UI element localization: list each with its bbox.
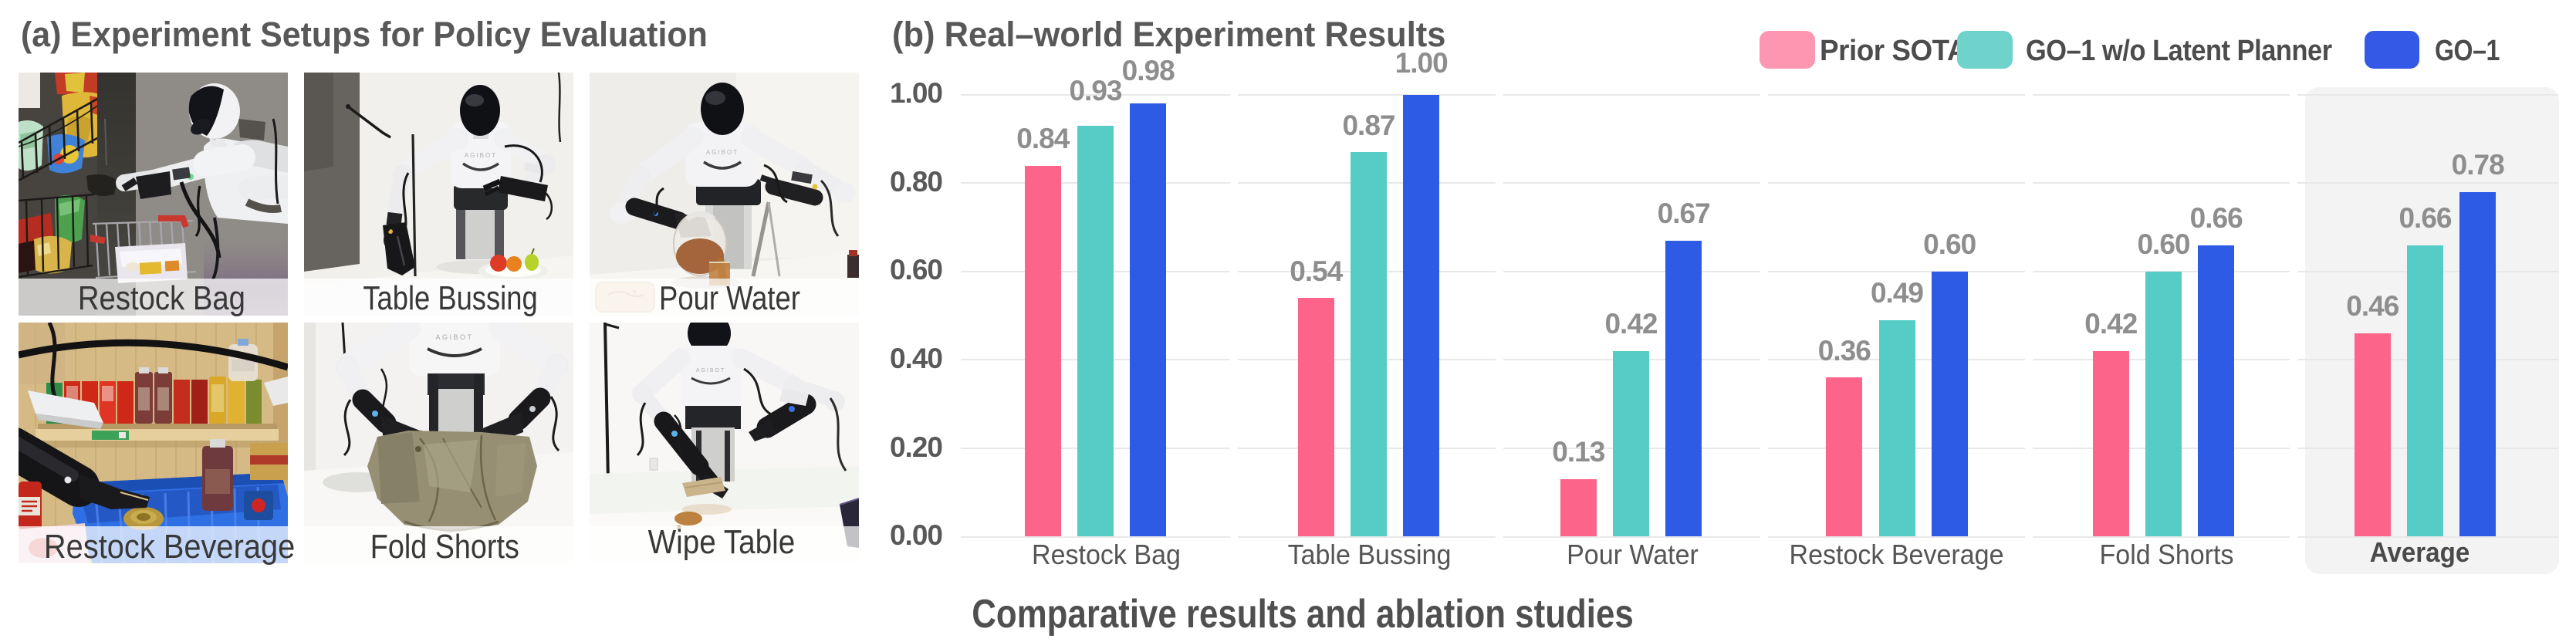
svg-text:AGIBOT: AGIBOT	[696, 368, 725, 373]
svg-text:AGIBOT: AGIBOT	[435, 333, 473, 341]
svg-text:AGIBOT: AGIBOT	[465, 152, 497, 159]
svg-text:AGIBOT: AGIBOT	[706, 149, 739, 156]
